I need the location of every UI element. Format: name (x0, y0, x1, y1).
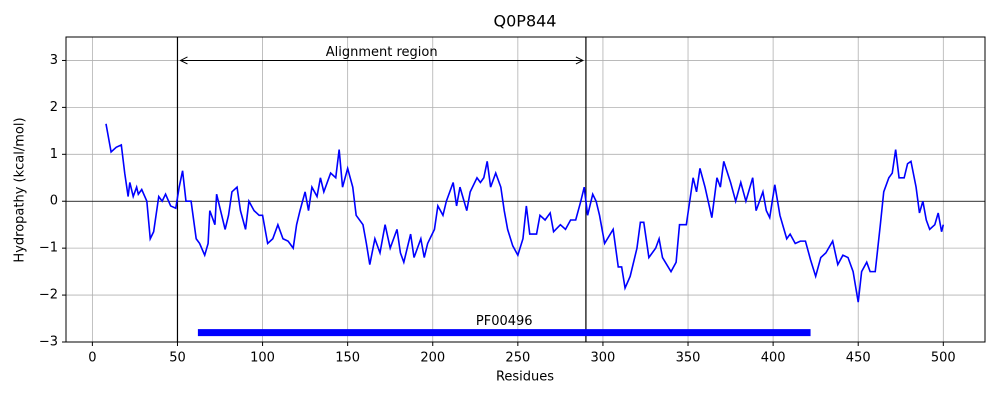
chart-title: Q0P844 (494, 12, 557, 31)
x-tick-label: 400 (761, 351, 786, 366)
x-tick-label: 0 (88, 351, 96, 366)
x-tick-label: 150 (335, 351, 360, 366)
y-tick-label: 1 (50, 147, 58, 162)
x-tick-label: 50 (169, 351, 186, 366)
region-label: Alignment region (326, 45, 438, 60)
y-tick-label: 0 (50, 194, 58, 209)
x-tick-label: 100 (250, 351, 275, 366)
y-tick-label: 2 (50, 100, 58, 115)
x-tick-label: 250 (505, 351, 530, 366)
hydropathy-line (105, 123, 945, 303)
x-tick-label: 350 (676, 351, 701, 366)
domain-label: PF00496 (476, 314, 533, 329)
y-tick-label: −2 (39, 288, 58, 303)
arrow-head (179, 56, 188, 65)
domain-bar (197, 329, 811, 337)
x-tick-label: 300 (591, 351, 616, 366)
arrow-head (575, 56, 585, 65)
y-tick-label: −3 (39, 335, 58, 350)
x-axis-label: Residues (496, 370, 554, 385)
x-tick-label: 450 (846, 351, 871, 366)
y-tick-label: −1 (39, 241, 58, 256)
y-tick-label: 3 (50, 53, 58, 68)
plot-frame (65, 36, 986, 343)
x-tick-label: 200 (420, 351, 445, 366)
x-tick-label: 500 (931, 351, 956, 366)
y-axis-label: Hydropathy (kcal/mol) (13, 117, 28, 262)
